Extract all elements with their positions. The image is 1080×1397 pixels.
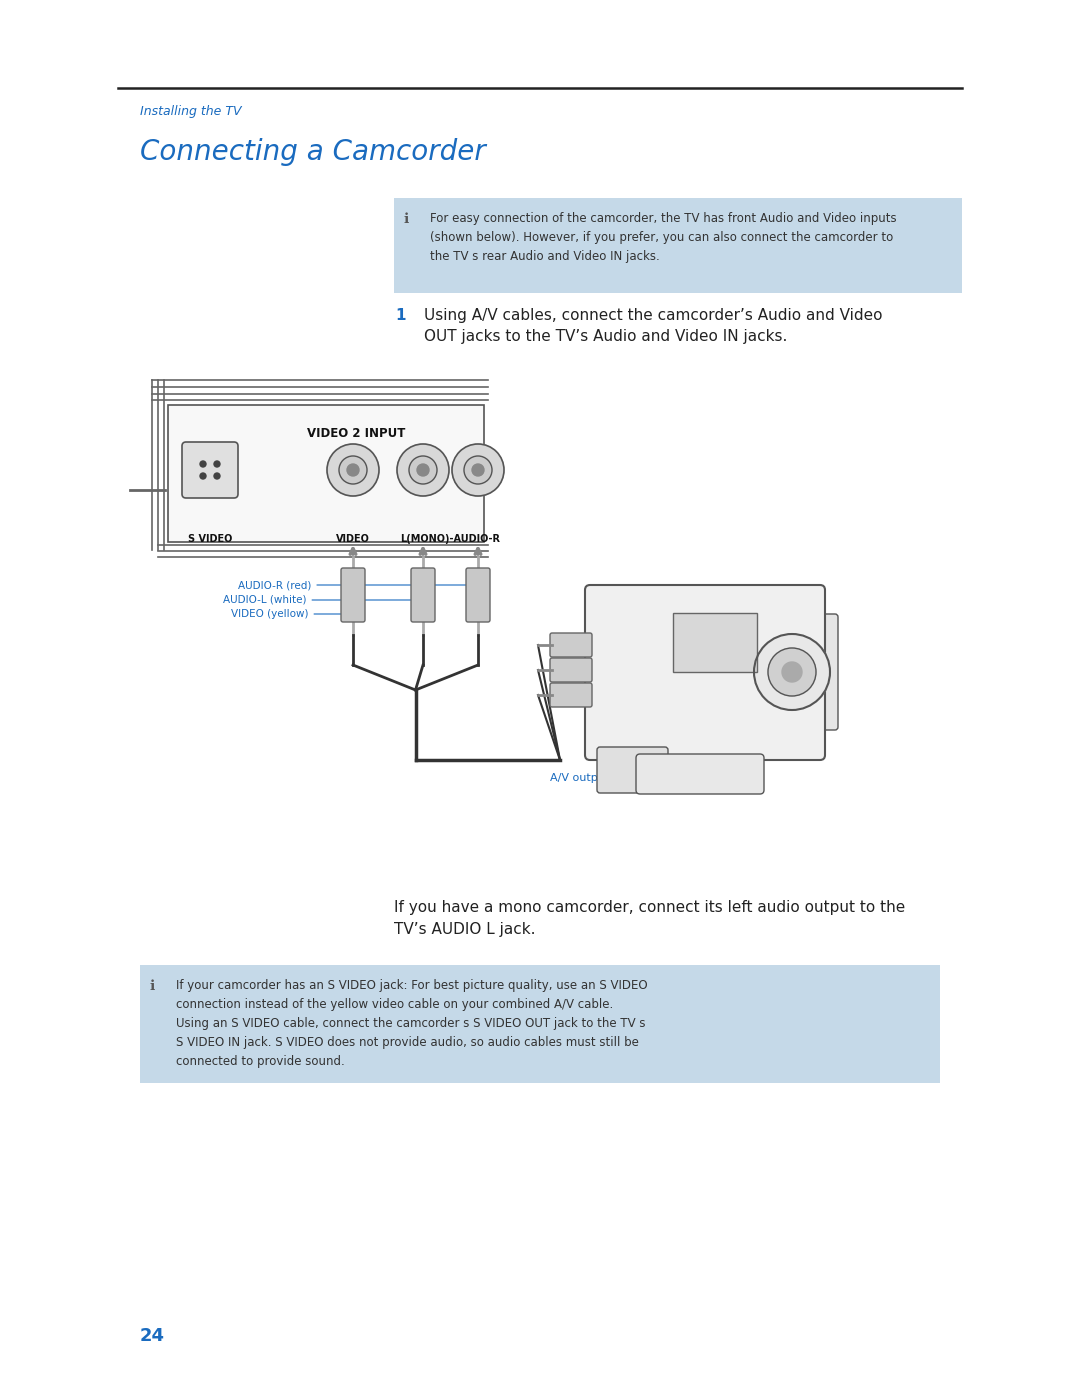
Circle shape bbox=[409, 455, 437, 483]
Text: Using A/V cables, connect the camcorder’s Audio and Video
OUT jacks to the TV’s : Using A/V cables, connect the camcorder’… bbox=[424, 307, 882, 344]
Circle shape bbox=[339, 455, 367, 483]
Circle shape bbox=[453, 444, 504, 496]
Text: AUDIO-L (white): AUDIO-L (white) bbox=[222, 595, 420, 605]
FancyBboxPatch shape bbox=[550, 658, 592, 682]
Text: S VIDEO: S VIDEO bbox=[188, 534, 232, 543]
Circle shape bbox=[200, 461, 206, 467]
Text: If you have a mono camcorder, connect its left audio output to the
TV’s AUDIO L : If you have a mono camcorder, connect it… bbox=[394, 900, 905, 936]
Circle shape bbox=[417, 464, 429, 476]
Circle shape bbox=[214, 474, 220, 479]
Bar bbox=[168, 405, 484, 542]
FancyBboxPatch shape bbox=[465, 569, 490, 622]
Circle shape bbox=[214, 461, 220, 467]
Text: ℹ: ℹ bbox=[404, 212, 409, 226]
Circle shape bbox=[397, 444, 449, 496]
Circle shape bbox=[754, 634, 831, 710]
Text: AUDIO-R (red): AUDIO-R (red) bbox=[238, 580, 475, 590]
FancyBboxPatch shape bbox=[636, 754, 764, 793]
Text: For easy connection of the camcorder, the TV has front Audio and Video inputs
(s: For easy connection of the camcorder, th… bbox=[430, 212, 896, 263]
Text: ℹ: ℹ bbox=[150, 979, 156, 993]
Bar bbox=[140, 965, 940, 1083]
FancyBboxPatch shape bbox=[341, 569, 365, 622]
Text: If your camcorder has an S VIDEO jack: For best picture quality, use an S VIDEO
: If your camcorder has an S VIDEO jack: F… bbox=[176, 979, 648, 1067]
FancyBboxPatch shape bbox=[673, 613, 757, 672]
Text: 24: 24 bbox=[140, 1327, 165, 1345]
FancyBboxPatch shape bbox=[550, 683, 592, 707]
Circle shape bbox=[782, 662, 802, 682]
Circle shape bbox=[464, 455, 492, 483]
Text: 1: 1 bbox=[395, 307, 405, 323]
Circle shape bbox=[472, 464, 484, 476]
Circle shape bbox=[768, 648, 816, 696]
Text: Connecting a Camcorder: Connecting a Camcorder bbox=[140, 138, 486, 166]
Circle shape bbox=[327, 444, 379, 496]
Bar bbox=[394, 198, 962, 293]
FancyBboxPatch shape bbox=[183, 441, 238, 497]
FancyBboxPatch shape bbox=[411, 569, 435, 622]
Text: VIDEO: VIDEO bbox=[336, 534, 370, 543]
FancyBboxPatch shape bbox=[597, 747, 669, 793]
Text: L(MONO)-AUDIO-R: L(MONO)-AUDIO-R bbox=[401, 534, 500, 543]
FancyBboxPatch shape bbox=[802, 615, 838, 731]
FancyBboxPatch shape bbox=[585, 585, 825, 760]
Circle shape bbox=[200, 474, 206, 479]
Text: Installing the TV: Installing the TV bbox=[140, 105, 242, 117]
Text: A/V output: A/V output bbox=[551, 773, 609, 782]
FancyBboxPatch shape bbox=[550, 633, 592, 657]
Circle shape bbox=[347, 464, 359, 476]
Text: VIDEO 2 INPUT: VIDEO 2 INPUT bbox=[307, 427, 405, 440]
Text: VIDEO (yellow): VIDEO (yellow) bbox=[231, 609, 350, 619]
